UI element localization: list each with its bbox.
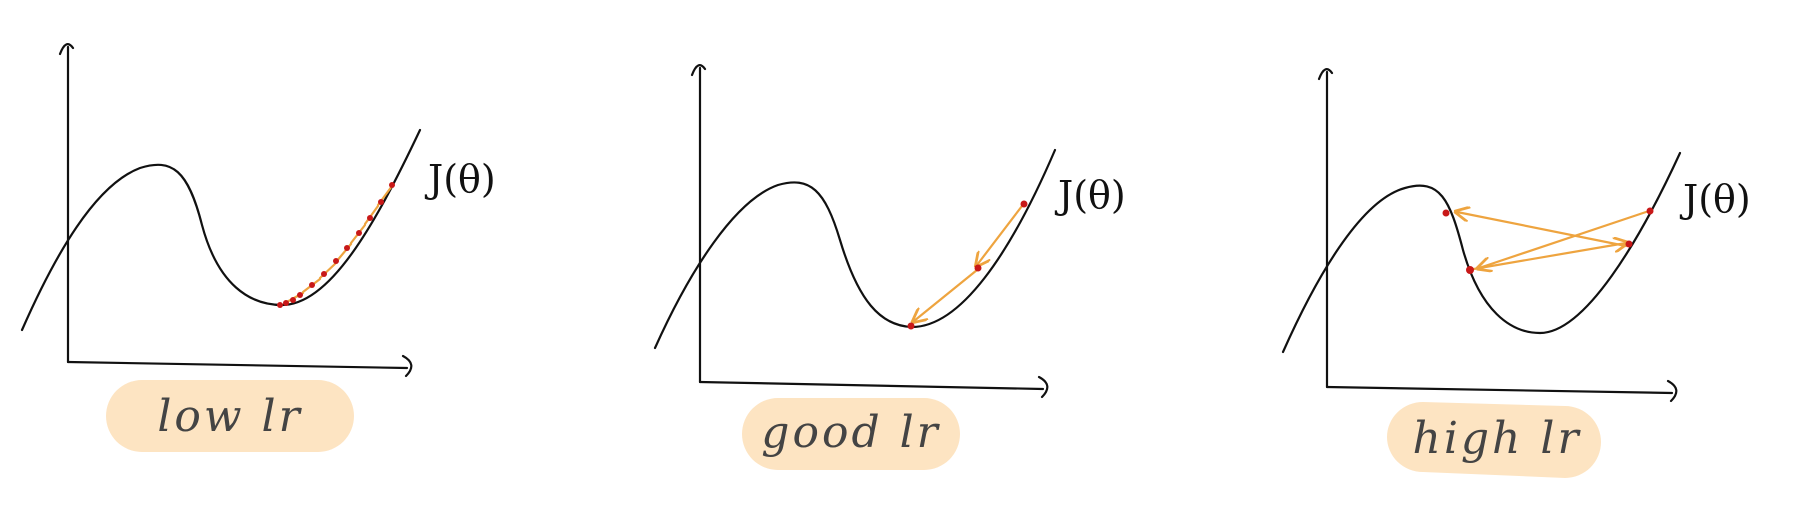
panel-label: low lr [157, 391, 302, 442]
step-point [1443, 210, 1450, 217]
panel-good-lr: J(θ) good lr [655, 65, 1126, 470]
step-point [1021, 201, 1028, 208]
y-axis [1319, 69, 1332, 387]
x-axis [68, 356, 411, 376]
panel-high-lr: J(θ) high lr [1283, 69, 1751, 478]
x-axis [700, 377, 1047, 397]
step-point [297, 292, 303, 298]
y-axis [60, 44, 73, 362]
cost-curve [1283, 153, 1680, 352]
descent-steps [1443, 208, 1654, 275]
cost-curve [655, 150, 1055, 348]
descent-steps [277, 182, 395, 308]
panel-label: high lr [1412, 413, 1581, 464]
function-label: J(θ) [1679, 177, 1751, 221]
step-point [1626, 241, 1633, 248]
function-label: J(θ) [1054, 173, 1126, 217]
step-point [277, 302, 283, 308]
descent-steps [908, 201, 1028, 330]
step-point [975, 265, 982, 272]
step-arrow [1457, 212, 1626, 246]
step-point [290, 297, 296, 303]
step-point [1466, 266, 1474, 274]
step-point [356, 230, 362, 236]
step-point [908, 323, 915, 330]
step-point [333, 258, 339, 264]
step-point [367, 215, 373, 221]
x-axis [1327, 381, 1676, 401]
step-arrow [1468, 243, 1626, 270]
step-point [309, 282, 315, 288]
step-point [389, 182, 395, 188]
step-point [378, 199, 384, 205]
step-point [1647, 208, 1654, 215]
y-axis [692, 65, 705, 382]
panel-low-lr: J(θ) low lr [22, 44, 496, 452]
step-point [283, 300, 289, 306]
function-label: J(θ) [424, 157, 496, 201]
step-arrow [914, 270, 977, 321]
step-point [321, 271, 327, 277]
step-point [344, 245, 350, 251]
panel-label: good lr [761, 407, 940, 458]
